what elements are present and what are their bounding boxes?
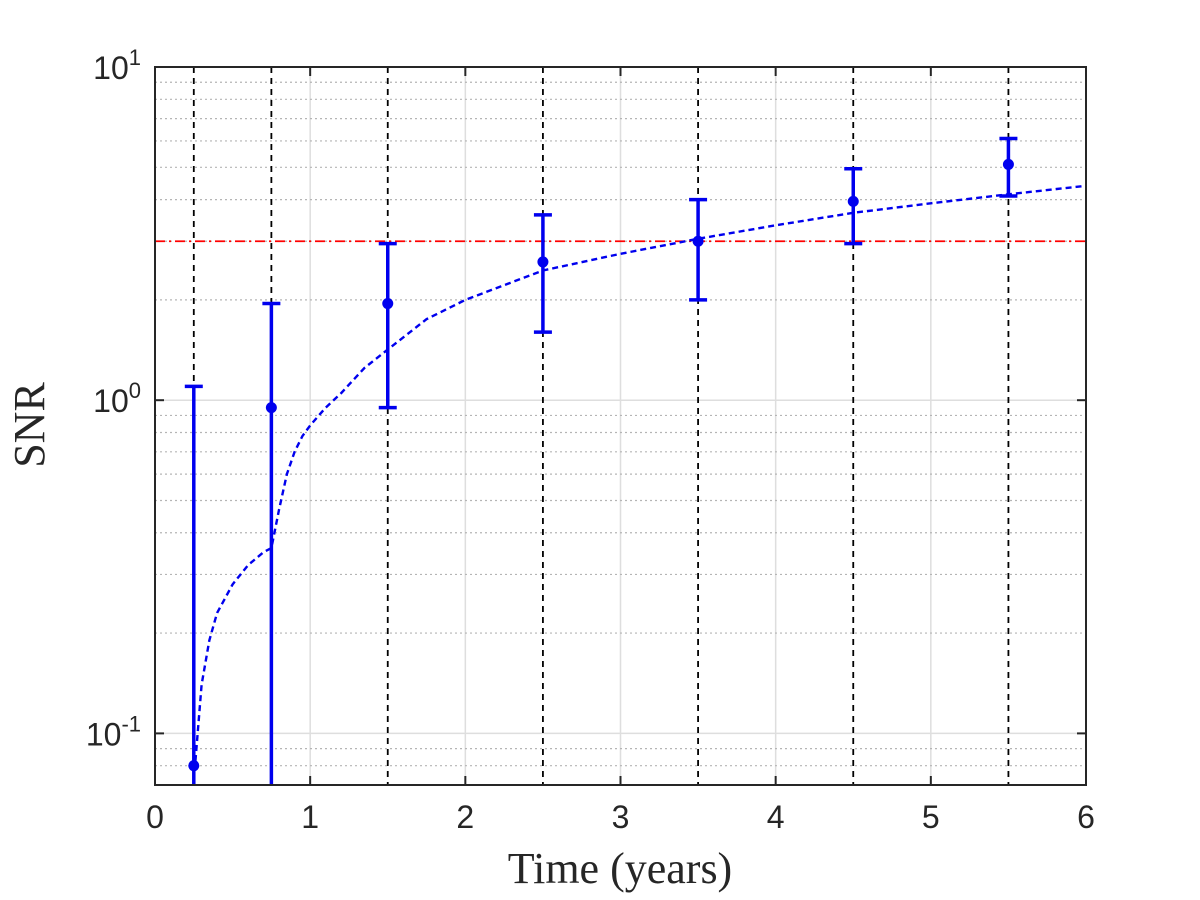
y-tick-label: 10-1 [86,711,141,752]
x-tick-label: 0 [146,799,164,835]
x-tick-label: 3 [612,799,630,835]
data-point [847,195,859,207]
errorbar-layer [184,136,1018,785]
data-point [692,235,704,247]
errorbar-point [689,197,708,302]
x-tick-label: 4 [767,799,785,835]
y-tick-label: 100 [93,378,141,419]
errorbar-point [844,167,863,246]
x-tick-label: 5 [922,799,940,835]
x-tick-label: 1 [301,799,319,835]
x-axis-title: Time (years) [508,844,732,893]
errorbar-point [262,301,281,785]
x-tick-label: 2 [456,799,474,835]
errorbar-point [378,241,397,410]
data-point [537,256,549,268]
errorbar-point [533,213,552,334]
data-point [1002,158,1014,170]
x-tick-labels: 0 1 2 3 4 5 6 [146,799,1095,835]
y-tick-label: 101 [93,45,141,86]
x-tick-label: 6 [1077,799,1095,835]
fit-layer [192,184,1087,781]
errorbar-point [999,136,1018,198]
y-tick-labels: 10-1 100 101 [86,45,141,752]
errorbar-point [184,384,203,785]
data-point [382,298,394,310]
axes-frame [154,66,1087,786]
fit-curve [192,184,1087,781]
data-point [265,402,277,414]
data-point [188,760,200,772]
y-axis-title: SNR [5,382,54,468]
